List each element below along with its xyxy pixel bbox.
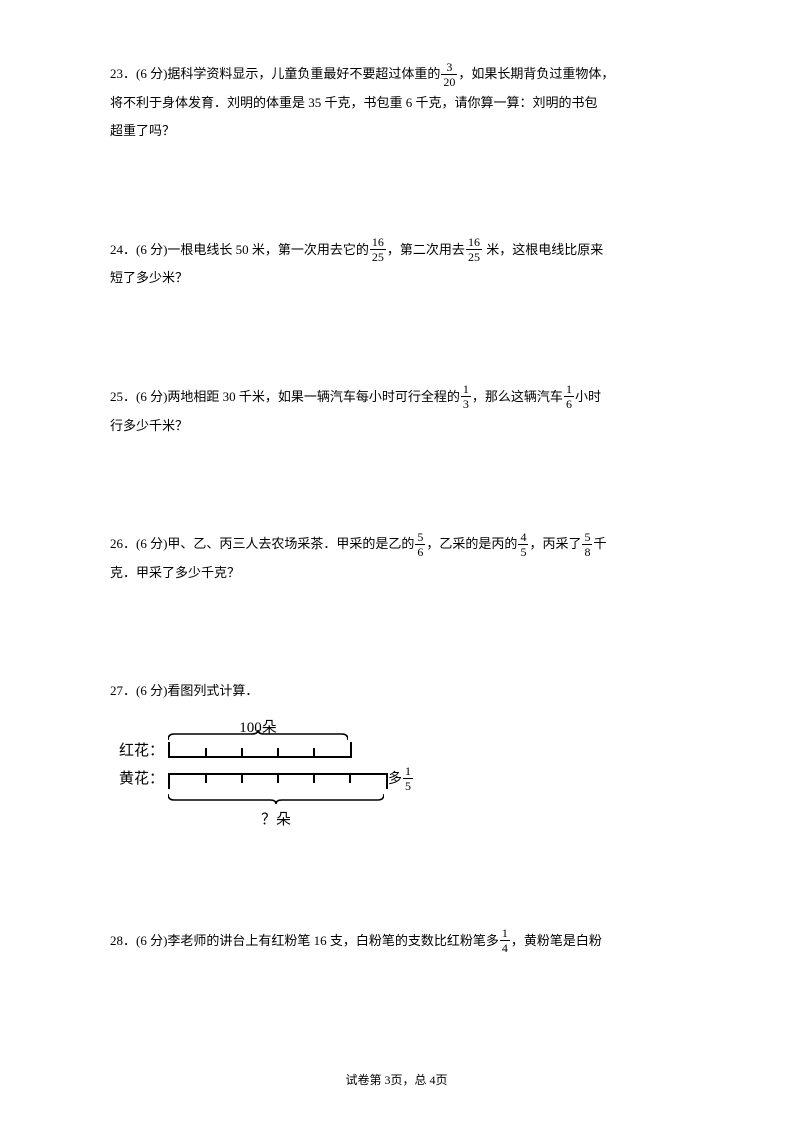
diagram-bottom-brace [168,794,384,802]
diagram-top-label-row: 100朵 [168,714,348,730]
q26-mid2: ，丙采了 [529,536,581,551]
q26-after: 千 [593,536,606,551]
question-26: 26．(6 分)甲、乙、丙三人去农场采茶．甲采的是乙的56，乙采的是丙的45，丙… [110,530,683,587]
q28-text-1: 28．(6 分)李老师的讲台上有红粉笔 16 支，白粉笔的支数比红粉笔多 [110,933,499,948]
diagram-more-fraction: 15 [403,765,413,792]
page-footer: 试卷第 3页，总 4页 [0,1071,793,1088]
q25-after: 小时 [575,389,601,404]
diagram-more-label-group: 多 15 [388,765,414,796]
q26-fraction-1: 56 [415,531,425,558]
q25-fraction-2: 16 [564,383,574,410]
q25-line2: 行多少千米？ [110,418,188,433]
q23-line3: 超重了吗？ [110,123,175,138]
q25-text-1: 25．(6 分)两地相距 30 千米，如果一辆汽车每小时可行全程的 [110,389,460,404]
diagram-yellow-bar [168,768,384,792]
q24-mid: ，第二次用去 [387,242,465,257]
question-25: 25．(6 分)两地相距 30 千米，如果一辆汽车每小时可行全程的13，那么这辆… [110,383,683,440]
q24-fraction-2: 1625 [466,236,482,263]
q28-fraction: 14 [500,927,510,954]
question-28: 28．(6 分)李老师的讲台上有红粉笔 16 支，白粉笔的支数比红粉笔多14，黄… [110,927,683,956]
diagram-bottom-label: ？朵 [261,812,291,828]
diagram-top-brace [168,730,348,738]
q28-after: ，黄粉笔是白粉 [511,933,602,948]
q23-line2: 将不利于身体发育．刘明的体重是 35 千克，书包重 6 千克，请你算一算：刘明的… [110,95,598,110]
q26-fraction-2: 45 [518,531,528,558]
diagram-bottom-label-row: ？朵 [168,804,384,837]
q26-line2: 克．甲采了多少千克？ [110,565,240,580]
q26-text-1: 26．(6 分)甲、乙、丙三人去农场采茶．甲采的是乙的 [110,536,414,551]
diagram-red-row: 红花： [110,738,683,766]
q23-text-1: 23．(6 分)据科学资料显示，儿童负重最好不要超过体重的 [110,66,440,81]
q24-text-1: 24．(6 分)一根电线长 50 米，第一次用去它的 [110,242,369,257]
q26-mid1: ，乙采的是丙的 [426,536,517,551]
question-24: 24．(6 分)一根电线长 50 米，第一次用去它的1625，第二次用去1625… [110,236,683,293]
q27-heading: 27．(6 分)看图列式计算． [110,683,258,698]
q26-fraction-3: 58 [582,531,592,558]
q23-text-2: ，如果长期背负过重物体， [458,66,614,81]
diagram-more-label: 多 [388,765,402,796]
q24-line2: 短了多少米？ [110,270,188,285]
diagram-red-bar [168,740,348,764]
q27-diagram: 100朵 红花： 黄花： 多 [110,714,683,837]
q24-fraction-1: 1625 [370,236,386,263]
question-27: 27．(6 分)看图列式计算． 100朵 红花： 黄花： [110,677,683,837]
diagram-yellow-label: 黄花： [110,763,168,796]
q23-fraction: 320 [441,61,457,88]
question-23: 23．(6 分)据科学资料显示，儿童负重最好不要超过体重的320，如果长期背负过… [110,60,683,146]
diagram-yellow-row: 黄花： 多 15 [110,766,683,794]
page-content: 23．(6 分)据科学资料显示，儿童负重最好不要超过体重的320，如果长期背负过… [0,0,793,1016]
q25-fraction-1: 13 [461,383,471,410]
q24-after: 米，这根电线比原来 [483,242,603,257]
q25-mid: ，那么这辆汽车 [472,389,563,404]
